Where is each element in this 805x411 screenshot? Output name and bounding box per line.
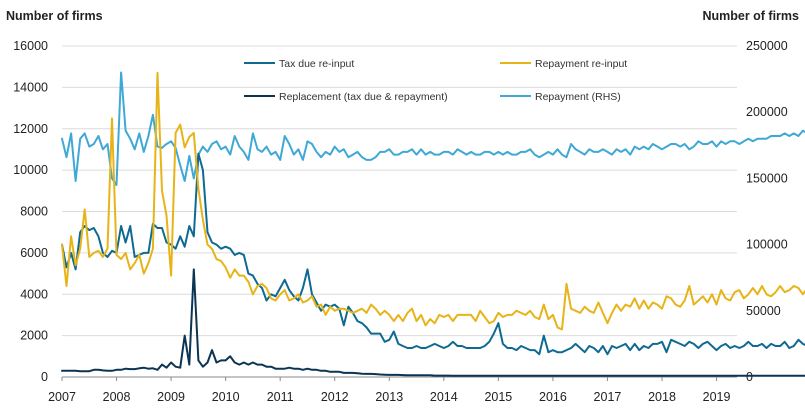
x-tick-label: 2010 bbox=[212, 390, 240, 404]
right-axis-ticks: 0 50000 100000 150000 200000 250000 bbox=[746, 39, 788, 384]
x-tick-label: 2019 bbox=[703, 390, 731, 404]
x-tick-label: 2012 bbox=[321, 390, 349, 404]
series-layer bbox=[61, 71, 805, 377]
left-tick-label: 12000 bbox=[13, 122, 48, 136]
x-tick-label: 2011 bbox=[267, 390, 294, 404]
x-tick-label: 2015 bbox=[484, 390, 512, 404]
legend-item-repayment-re-input: Repayment re-input bbox=[500, 58, 627, 70]
x-axis-ticks: 2007 2008 2009 2010 2011 2012 2013 2014 2015 2016… bbox=[48, 377, 730, 404]
left-tick-label: 4000 bbox=[20, 287, 48, 301]
series-line-tax-due-re-input bbox=[61, 152, 805, 356]
x-tick-label: 2017 bbox=[594, 390, 622, 404]
x-tick-label: 2009 bbox=[157, 390, 185, 404]
x-tick-label: 2008 bbox=[103, 390, 131, 404]
x-tick-label: 2018 bbox=[648, 390, 676, 404]
right-tick-label: 50000 bbox=[746, 304, 781, 318]
left-axis-ticks: 0 2000 4000 6000 8000 10000 12000 14000 16000 bbox=[13, 39, 48, 384]
legend-item-repayment-rhs: Repayment (RHS) bbox=[500, 91, 621, 103]
x-tick-label: 2014 bbox=[430, 390, 458, 404]
legend-label-repayment-re-input: Repayment re-input bbox=[535, 58, 627, 70]
legend-label-replacement: Replacement (tax due & repayment) bbox=[279, 91, 448, 103]
legend-item-tax-due-re-input: Tax due re-input bbox=[244, 58, 354, 70]
x-tick-label: 2013 bbox=[375, 390, 403, 404]
right-tick-label: 100000 bbox=[746, 238, 788, 252]
x-tick-label: 2016 bbox=[539, 390, 567, 404]
x-tick-label: 2007 bbox=[48, 390, 76, 404]
left-tick-label: 16000 bbox=[13, 39, 48, 53]
left-axis-title: Number of firms bbox=[6, 9, 103, 23]
series-line-replacement-tax-due-repayment bbox=[61, 268, 805, 377]
right-tick-label: 0 bbox=[746, 370, 753, 384]
legend: Tax due re-input Repayment re-input Repl… bbox=[244, 58, 627, 103]
left-tick-label: 14000 bbox=[13, 80, 48, 94]
legend-label-tax-due-re-input: Tax due re-input bbox=[279, 58, 354, 70]
series-line-repayment-rhs bbox=[61, 71, 805, 186]
left-tick-label: 6000 bbox=[20, 246, 48, 260]
legend-label-repayment-rhs: Repayment (RHS) bbox=[535, 91, 621, 103]
right-axis-title: Number of firms bbox=[702, 9, 799, 23]
right-tick-label: 200000 bbox=[746, 105, 788, 119]
left-tick-label: 2000 bbox=[20, 329, 48, 343]
series-line-repayment-re-input bbox=[61, 71, 805, 331]
left-tick-label: 0 bbox=[41, 370, 48, 384]
right-tick-label: 250000 bbox=[746, 39, 788, 53]
legend-item-replacement: Replacement (tax due & repayment) bbox=[244, 91, 448, 103]
gridlines bbox=[62, 45, 737, 337]
left-tick-label: 10000 bbox=[13, 163, 48, 177]
right-tick-label: 150000 bbox=[746, 171, 788, 185]
left-tick-label: 8000 bbox=[20, 205, 48, 219]
